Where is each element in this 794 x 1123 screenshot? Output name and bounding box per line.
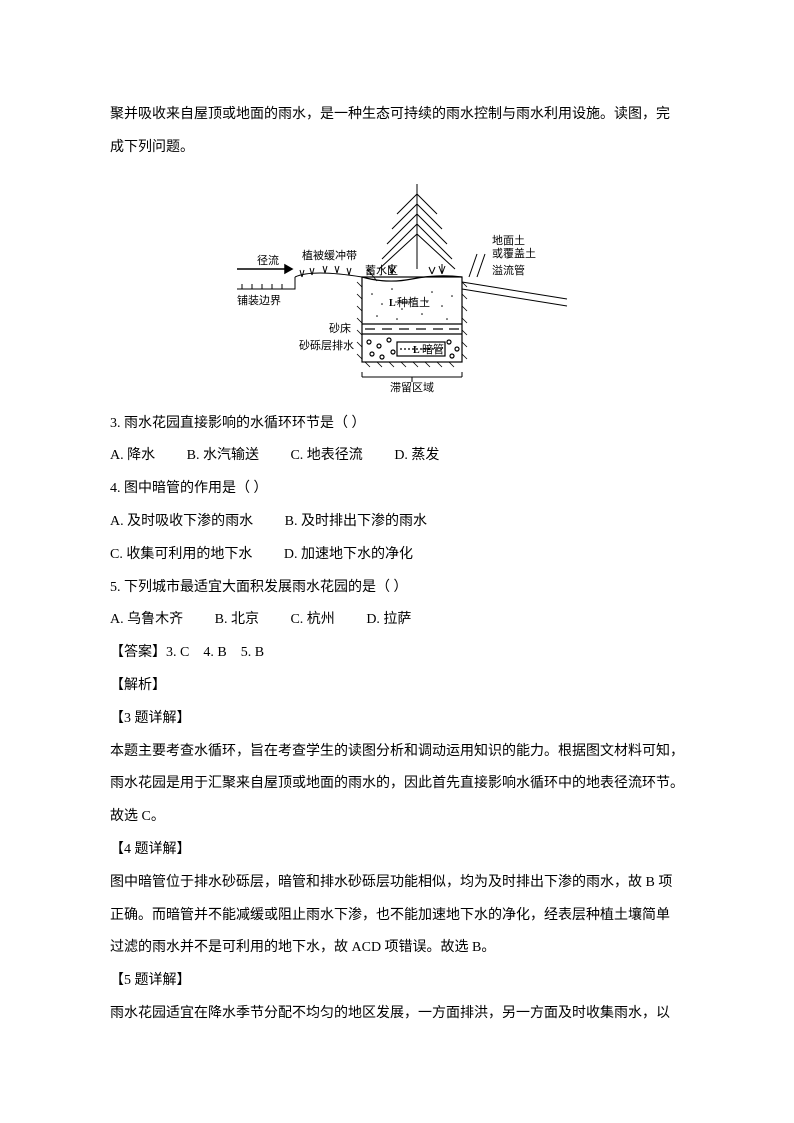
label-overflow: 溢流管 [492, 263, 525, 277]
q3-a: A. 降水 [110, 441, 155, 472]
label-darkpipe: 暗管 [422, 342, 444, 356]
label-runoff: 径流 [257, 253, 279, 267]
svg-text:L: L [413, 345, 420, 356]
exp4-line3: 过滤的雨水并不是可利用的地下水，故 ACD 项错误。故选 B。 [110, 933, 684, 964]
q4-text: 4. 图中暗管的作用是（ ） [110, 474, 684, 505]
intro-line1: 聚并吸收来自屋顶或地面的雨水，是一种生态可持续的雨水控制与雨水利用设施。读图，完 [110, 100, 684, 131]
label-pavement: 铺装边界 [237, 294, 281, 307]
q3-text: 3. 雨水花园直接影响的水循环环节是（ ） [110, 409, 684, 440]
answers-label: 【答案】 [110, 645, 166, 660]
label-surface2: 或覆盖土 [492, 246, 536, 260]
label-surface1: 地面土 [492, 234, 525, 247]
exp3-header: 【3 题详解】 [110, 704, 684, 735]
exp5-line1: 雨水花园适宜在降水季节分配不均匀的地区发展，一方面排洪，另一方面及时收集雨水，以 [110, 999, 684, 1030]
exp3-line2: 雨水花园是用于汇聚来自屋顶或地面的雨水的，因此首先直接影响水循环中的地表径流环节… [110, 769, 684, 800]
exp3-line1: 本题主要考查水循环，旨在考查学生的读图分析和调动运用知识的能力。根据图文材料可知… [110, 737, 684, 768]
label-retention: 滞留区域 [390, 381, 434, 394]
q5-text: 5. 下列城市最适宜大面积发展雨水花园的是（ ） [110, 573, 684, 604]
diagram-container: 径流 植被缓冲带 铺装边界 蓄水区 种植土 砂床 砂砾层排水 滞留区域 地面土 … [110, 174, 684, 394]
exp4-line2: 正确。而暗管并不能减缓或阻止雨水下渗，也不能加速地下水的净化，经表层种植土壤简单 [110, 901, 684, 932]
label-soil: 种植土 [397, 295, 430, 309]
q5-b: B. 北京 [215, 605, 259, 636]
label-sand: 砂床 [329, 321, 351, 335]
q3-options: A. 降水 B. 水汽输送 C. 地表径流 D. 蒸发 [110, 441, 684, 472]
label-buffer: 植被缓冲带 [302, 248, 357, 262]
intro-line2: 成下列问题。 [110, 133, 684, 164]
q5-d: D. 拉萨 [366, 605, 411, 636]
exp3-line3: 故选 C。 [110, 802, 684, 833]
q5-a: A. 乌鲁木齐 [110, 605, 183, 636]
svg-text:L: L [389, 298, 396, 309]
answer-4: 4. B [203, 645, 226, 660]
q4-d: D. 加速地下水的净化 [284, 540, 413, 571]
q3-c: C. 地表径流 [290, 441, 362, 472]
label-storage: 蓄水区 [365, 264, 398, 277]
q5-c: C. 杭州 [290, 605, 334, 636]
label-gravel: 砂砾层排水 [299, 338, 354, 352]
analysis-label: 【解析】 [110, 671, 684, 702]
exp5-header: 【5 题详解】 [110, 966, 684, 997]
q4-b: B. 及时排出下渗的雨水 [285, 507, 427, 538]
answers-line: 【答案】3. C 4. B 5. B [110, 638, 684, 669]
q5-options: A. 乌鲁木齐 B. 北京 C. 杭州 D. 拉萨 [110, 605, 684, 636]
rain-garden-diagram: 径流 植被缓冲带 铺装边界 蓄水区 种植土 砂床 砂砾层排水 滞留区域 地面土 … [217, 174, 577, 394]
q4-options-cd: C. 收集可利用的地下水 D. 加速地下水的净化 [110, 540, 684, 571]
q4-a: A. 及时吸收下渗的雨水 [110, 507, 253, 538]
q4-options-ab: A. 及时吸收下渗的雨水 B. 及时排出下渗的雨水 [110, 507, 684, 538]
q4-c: C. 收集可利用的地下水 [110, 540, 252, 571]
svg-text:地面土 或覆盖土: 地面土 或覆盖土 [492, 234, 536, 260]
answer-3: 3. C [166, 645, 189, 660]
q3-b: B. 水汽输送 [187, 441, 259, 472]
q3-d: D. 蒸发 [394, 441, 439, 472]
exp4-header: 【4 题详解】 [110, 835, 684, 866]
answer-5: 5. B [241, 645, 264, 660]
exp4-line1: 图中暗管位于排水砂砾层，暗管和排水砂砾层功能相似，均为及时排出下渗的雨水，故 B… [110, 868, 684, 899]
